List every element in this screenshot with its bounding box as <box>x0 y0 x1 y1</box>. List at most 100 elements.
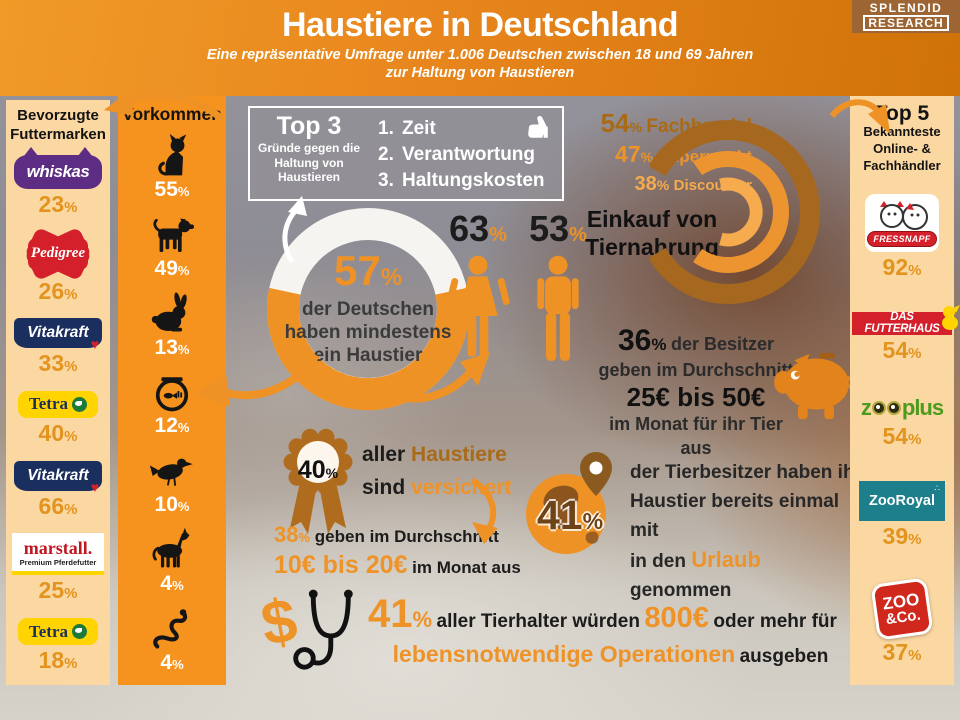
zooco-logo: ZOO &Co. <box>870 576 934 641</box>
stethoscope-icon <box>293 589 353 670</box>
subtitle-line1: Eine repräsentative Umfrage unter 1.006 … <box>206 47 754 63</box>
thumbs-down-icon <box>528 115 548 138</box>
splendid-research-logo: SPLENDID RESEARCH <box>852 0 960 33</box>
snake-icon <box>153 609 188 649</box>
arrow-to-futtermarken-icon <box>104 90 227 123</box>
insurance-percentage: 40% <box>297 456 339 484</box>
vitakraft-logo: Vitakraft ♥ <box>14 318 102 352</box>
brand-pct: 40% <box>38 419 78 446</box>
animal-cat: 55% <box>149 133 195 200</box>
vorkommen-list: 55% 49% 13 <box>118 125 226 685</box>
piggy-bank-icon <box>774 353 856 420</box>
brand-futterhaus: DAS FUTTERHAUS 54% <box>852 304 960 364</box>
tetra-globe-icon <box>72 624 88 640</box>
top3-title: Top 3 <box>276 112 342 140</box>
fishbowl-icon <box>155 377 189 412</box>
animal-dog: 49% <box>149 212 195 279</box>
male-stat: 53% <box>526 210 590 366</box>
brand-pct: 26% <box>38 277 78 304</box>
urlaub-globe: 41% <box>520 450 620 560</box>
page-title: Haustiere in Deutschland <box>281 6 679 44</box>
top5-subtitle: Bekannteste Online- & Fachhändler <box>863 124 941 173</box>
zooplus-logo: z plus <box>860 394 944 420</box>
brand-marstall: marstall. Premium Pferdefutter 25% <box>12 533 104 604</box>
brand-zooroyal: ZooRoyal ∴ 39% <box>859 480 945 550</box>
top3-item: 1. Zeit <box>378 118 436 139</box>
einkauf-title: Einkauf von Tiernahrung <box>585 206 719 260</box>
top3-subtitle: Gründe gegen die Haltung von Haustieren <box>257 141 360 184</box>
top3-item: 2. Verantwortung <box>378 144 536 165</box>
tetra-globe-icon <box>72 396 88 412</box>
tetra-logo: Tetra <box>18 618 98 646</box>
heart-icon: ♥ <box>90 336 99 353</box>
arrow-versichert-down-icon <box>470 477 498 544</box>
top3-list: 1. Zeit 2. Verantwortung 3. Haltungskosten <box>368 116 545 199</box>
operation-text: 41% aller Tierhalter würden 800€ oder me… <box>368 592 837 667</box>
brand-pedigree: Pedigree 26% <box>21 226 95 305</box>
urlaub-percentage: 41% <box>536 492 604 538</box>
animal-fish: 12% <box>149 369 195 436</box>
arrow-to-top3-icon <box>282 196 307 264</box>
operation-icon: $ <box>256 586 362 681</box>
donut-text: 57% der Deutschen haben mindestens ein H… <box>284 247 452 367</box>
bird-icon <box>149 458 193 487</box>
top5-title: Top 5 <box>874 102 930 125</box>
brand-pct: 33% <box>38 350 78 377</box>
spending-block: 36% der Besitzer geben im Durchschnitt 2… <box>596 324 796 460</box>
cat-icon <box>158 133 187 176</box>
female-icon <box>446 255 510 357</box>
brand-pct: 23% <box>38 190 78 217</box>
brand-vitakraft-2: Vitakraft ♥ 66% <box>14 460 102 520</box>
pedigree-logo: Pedigree <box>21 226 95 281</box>
brand-tetra-2: Tetra 18% <box>18 618 98 674</box>
yellow-dog-icon <box>942 304 960 330</box>
brand-fressnapf: FRESSNAPF 92% <box>865 193 939 281</box>
header: Haustiere in Deutschland Eine repräsenta… <box>0 0 960 96</box>
arrow-donut-to-vorkommen-icon <box>196 352 320 407</box>
top3-box: Top 3 Gründe gegen die Haltung von Haust… <box>248 106 564 201</box>
top3-item: 3. Haltungskosten <box>378 170 545 191</box>
subtitle-line2: zur Haltung von Haustieren <box>385 65 575 81</box>
tiernahrung-arcs-icon <box>650 120 820 304</box>
spending-line1: 36% der Besitzer <box>618 324 774 357</box>
zooroyal-logo: ZooRoyal ∴ <box>859 480 945 521</box>
brand-zooco: ZOO &Co. 37% <box>870 576 934 666</box>
heart-icon: ♥ <box>90 478 99 495</box>
donut-percentage: 57% <box>333 247 403 294</box>
donut-57: 57% der Deutschen haben mindestens ein H… <box>260 203 476 415</box>
futtermarken-list: whiskas 23% Pedigree 26% Vitakraft ♥ 33% … <box>6 144 110 685</box>
animal-horse: 4% <box>149 527 195 594</box>
brand-pct: 18% <box>38 647 78 674</box>
urlaub-text: der Tierbesitzer haben ihr Haustier bere… <box>630 462 862 601</box>
arrow-donut-to-gender-icon <box>376 352 490 403</box>
brand-whiskas: whiskas 23% <box>14 146 102 218</box>
animal-snake: 4% <box>149 606 195 673</box>
insurance-badge: 40% <box>280 422 356 564</box>
top5-panel: Top 5 Bekannteste Online- & Fachhändler … <box>850 96 960 685</box>
vorkommen-title: Vorkommen <box>122 104 222 124</box>
horse-icon <box>152 528 190 568</box>
brand-zooplus: z plus 54% <box>860 394 944 449</box>
cat-dog-icon <box>880 201 928 230</box>
rabbit-icon <box>151 292 187 332</box>
fressnapf-logo: FRESSNAPF <box>865 193 939 252</box>
dog-icon <box>153 218 195 252</box>
whiskas-logo: whiskas <box>14 146 102 189</box>
donut-ring <box>267 208 469 411</box>
brand-pct: 66% <box>38 492 78 519</box>
brand-tetra-1: Tetra 40% <box>18 390 98 447</box>
gender-stats: 63% 53% <box>446 210 622 366</box>
spending-amount: 25€ bis 50€ <box>626 382 766 412</box>
male-icon <box>537 255 579 361</box>
top5-list: FRESSNAPF 92% DAS FUTTERHAUS 54% z plus <box>850 174 960 685</box>
brand-pct: 25% <box>38 577 78 604</box>
insurance-sub-text: 38% geben im Durchschnitt 10€ bis 20€ im… <box>274 522 521 579</box>
marstall-logo: marstall. Premium Pferdefutter <box>12 533 104 576</box>
brand-vitakraft-1: Vitakraft ♥ 33% <box>14 318 102 377</box>
vitakraft-logo: Vitakraft ♥ <box>14 460 102 495</box>
futterhaus-logo: DAS FUTTERHAUS <box>852 304 960 335</box>
top3-heading: Top 3 Gründe gegen die Haltung von Haust… <box>250 108 368 199</box>
futtermarken-panel: Bevorzugte Futtermarken whiskas 23% Pedi… <box>6 100 110 685</box>
arrow-to-top5-icon <box>829 99 890 134</box>
